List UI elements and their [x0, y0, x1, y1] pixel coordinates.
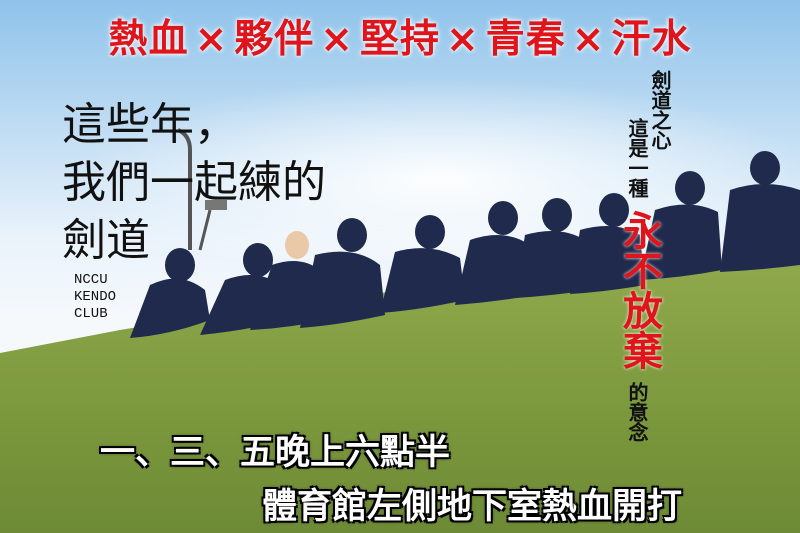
- headline-separator: ×: [571, 17, 606, 62]
- practice-schedule: 一、三、五晚上六點半: [100, 433, 451, 473]
- lamp-post: [177, 128, 192, 250]
- headline-separator: ×: [446, 17, 480, 62]
- vertical-text-this-is: 這是一種: [625, 118, 649, 198]
- headline-separator: ×: [320, 17, 354, 62]
- club-name: NCCU KENDO CLUB: [74, 272, 116, 323]
- handwritten-caption: 這些年， 我們一起練的 劍道: [62, 96, 326, 270]
- lamp-head: [205, 200, 227, 210]
- handwritten-line: 劍道: [62, 215, 150, 266]
- club-line: CLUB: [74, 306, 108, 322]
- headline-word: 堅持: [359, 17, 440, 62]
- practice-location: 體育館左側地下室熱血開打: [262, 487, 683, 527]
- club-line: KENDO: [74, 289, 117, 305]
- headline-word: 汗水: [611, 17, 692, 62]
- vertical-text-heart: 劍道之心: [648, 70, 672, 150]
- kendo-players: [130, 151, 800, 338]
- handwritten-line: 我們一起練的: [62, 157, 326, 208]
- vertical-text-spirit: 的意念: [625, 382, 649, 442]
- headline-separator: ×: [194, 17, 229, 62]
- vertical-text-never-give-up: 永不放棄: [616, 210, 662, 370]
- headline-word: 夥伴: [234, 17, 315, 62]
- player-head: [165, 248, 195, 282]
- headline-word: 青春: [485, 17, 566, 62]
- grass-hill: [0, 265, 800, 533]
- headline-word: 熱血: [108, 17, 189, 62]
- club-line: NCCU: [74, 272, 108, 288]
- headline: 熱血 × 夥伴 × 堅持 × 青春 × 汗水: [0, 8, 800, 64]
- handwritten-line: 這些年，: [62, 99, 238, 150]
